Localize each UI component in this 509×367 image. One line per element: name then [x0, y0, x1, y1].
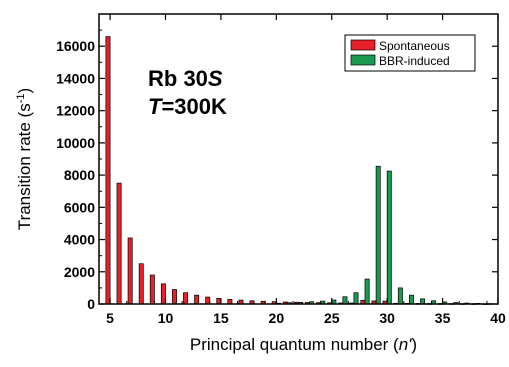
- y-tick-label: 16000: [56, 38, 95, 54]
- spontaneous-bar-10: [160, 283, 166, 305]
- y-tick-label: 0: [87, 296, 95, 312]
- annotation-line1: Rb 30S: [148, 66, 223, 91]
- x-tick-label: 10: [158, 310, 174, 326]
- legend-label-bbr: BBR-induced: [379, 54, 450, 68]
- x-tick-label: 40: [490, 310, 506, 326]
- x-axis-title: Principal quantum number (n'): [190, 335, 417, 354]
- y-tick-label: 4000: [64, 232, 95, 248]
- spontaneous-bar-14: [205, 296, 211, 305]
- legend-label-spontaneous: Spontaneous: [379, 39, 450, 53]
- bars-group: [105, 36, 492, 305]
- x-tick-label: 5: [106, 310, 114, 326]
- spontaneous-bar-12: [183, 292, 189, 305]
- y-tick-label: 8000: [64, 167, 95, 183]
- y-tick-label: 12000: [56, 103, 95, 119]
- y-tick-label: 10000: [56, 135, 95, 151]
- spontaneous-bar-15: [216, 298, 222, 305]
- y-tick-label: 14000: [56, 70, 95, 86]
- bbr-bar-33: [420, 298, 425, 305]
- bbr-bar-30: [386, 170, 392, 305]
- spontaneous-bar-11: [172, 289, 177, 305]
- x-tick-label: 25: [324, 310, 340, 326]
- bbr-bar-29: [375, 165, 381, 305]
- bbr-bar-28: [364, 278, 370, 305]
- y-tick-label: 6000: [64, 199, 95, 215]
- spontaneous-bar-7: [127, 237, 133, 305]
- legend-swatch-bbr: [350, 54, 376, 66]
- x-tick-label: 35: [435, 310, 451, 326]
- y-tick-label: 2000: [64, 264, 95, 280]
- spontaneous-bar-9: [149, 274, 155, 305]
- bbr-bar-27: [353, 292, 359, 305]
- spontaneous-bar-6: [116, 182, 122, 305]
- bbr-bar-31: [397, 287, 403, 305]
- bbr-bar-32: [408, 294, 414, 305]
- legend-swatch-spontaneous: [350, 39, 376, 51]
- y-axis-title: Transition rate (s-1): [15, 88, 34, 230]
- spontaneous-bar-5: [105, 36, 111, 305]
- axes-group: 5 10 15 20 25 30 35 40 0 2000 4000 6000 8000 10000 120…: [56, 14, 506, 326]
- x-tick-label: 20: [269, 310, 285, 326]
- spontaneous-bar-8: [138, 263, 144, 305]
- annotation-line2: T=300K: [148, 94, 227, 119]
- spontaneous-bar-13: [194, 294, 200, 305]
- bbr-bar-26: [342, 296, 348, 305]
- x-tick-label: 15: [213, 310, 229, 326]
- x-tick-label: 30: [379, 310, 395, 326]
